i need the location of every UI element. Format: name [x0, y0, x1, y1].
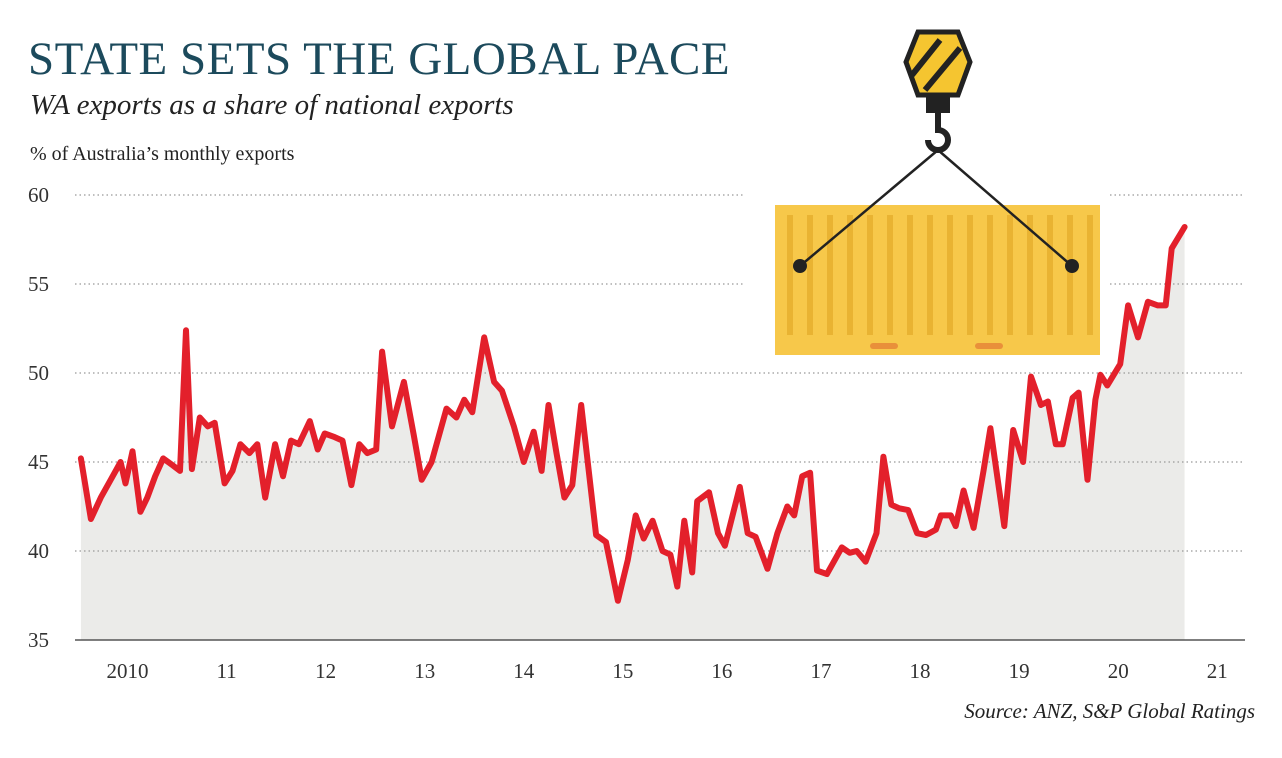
y-axis-label: % of Australia’s monthly exports	[30, 143, 295, 165]
plot: 35 40 45 50 55 60 2010 11 12 13 14 15 16 17 18 19 20 21	[28, 183, 1245, 683]
container-ribs	[787, 215, 1093, 335]
y-tick-label: 60	[28, 183, 49, 207]
hook-neck	[926, 95, 950, 113]
x-tick-label: 21	[1207, 659, 1228, 683]
sling	[799, 149, 939, 267]
y-tick-label: 45	[28, 450, 49, 474]
sling	[937, 149, 1073, 267]
x-tick-label: 17	[810, 659, 831, 683]
y-tick-label: 35	[28, 628, 49, 652]
chart-title: STATE SETS THE GLOBAL PACE	[28, 33, 730, 85]
x-tick-label: 11	[216, 659, 236, 683]
hook-block	[903, 29, 973, 98]
x-tick-label: 2010	[107, 659, 149, 683]
illustration	[745, 29, 1110, 360]
hook	[925, 112, 951, 153]
x-tick-label: 20	[1108, 659, 1129, 683]
x-tick-label: 16	[711, 659, 732, 683]
x-tick-label: 18	[910, 659, 931, 683]
x-tick-label: 14	[513, 659, 535, 683]
line	[77, 224, 1188, 604]
hook-stripes	[909, 38, 963, 92]
x-tick-label: 19	[1009, 659, 1030, 683]
area	[80, 227, 1185, 640]
x-tick-label: 12	[315, 659, 336, 683]
sling-anchor	[793, 259, 807, 273]
source: Source: ANZ, S&P Global Ratings	[964, 699, 1255, 723]
sling-anchor	[1065, 259, 1079, 273]
container-detail	[975, 343, 1003, 349]
y-tick-label: 55	[28, 272, 49, 296]
container-detail	[870, 343, 898, 349]
y-tick-label: 50	[28, 361, 49, 385]
x-tick-label: 13	[414, 659, 435, 683]
x-tick-label: 15	[612, 659, 633, 683]
chart-subtitle: WA exports as a share of national export…	[30, 89, 514, 121]
y-tick-label: 40	[28, 539, 49, 563]
